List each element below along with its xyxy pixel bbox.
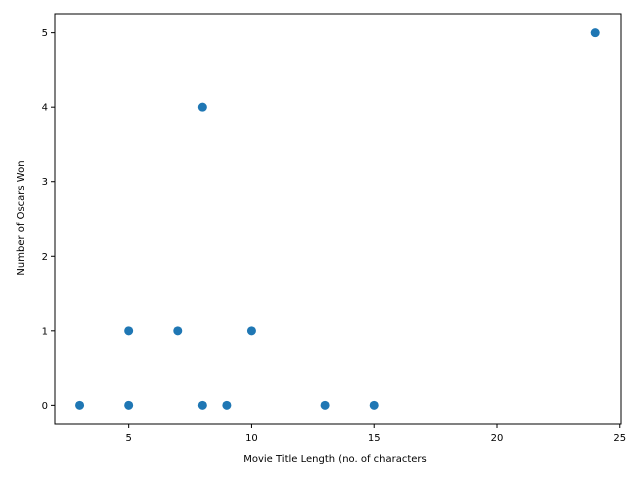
x-tick-label: 10 [245, 433, 258, 444]
scatter-point [369, 400, 379, 410]
x-axis-ticks: 5 10 15 20 25 [125, 424, 626, 444]
y-axis-ticks: 0 1 2 3 4 5 [42, 28, 55, 412]
y-tick-label: 1 [42, 326, 48, 337]
x-tick-label: 25 [613, 433, 626, 444]
y-tick-label: 5 [42, 28, 48, 39]
x-tick-label: 15 [368, 433, 381, 444]
scatter-point [124, 326, 134, 336]
y-tick-label: 3 [42, 177, 48, 188]
y-tick-label: 4 [42, 103, 48, 114]
scatter-point [246, 326, 256, 336]
scatter-point [197, 400, 207, 410]
plot-area [54, 13, 622, 425]
data-points [75, 28, 600, 410]
y-tick-label: 0 [42, 401, 48, 412]
scatter-point [75, 400, 85, 410]
scatter-point [590, 28, 600, 38]
plot-frame [54, 13, 622, 425]
scatter-point [124, 400, 134, 410]
x-tick-label: 20 [491, 433, 504, 444]
y-tick-label: 2 [42, 252, 48, 263]
x-axis-label: Movie Title Length (no. of characters [243, 454, 427, 465]
scatter-point [173, 326, 183, 336]
y-axis-label: Number of Oscars Won [16, 160, 27, 275]
scatter-point [197, 102, 207, 112]
scatter-point [320, 400, 330, 410]
x-tick-label: 5 [125, 433, 131, 444]
scatter-point [222, 400, 232, 410]
